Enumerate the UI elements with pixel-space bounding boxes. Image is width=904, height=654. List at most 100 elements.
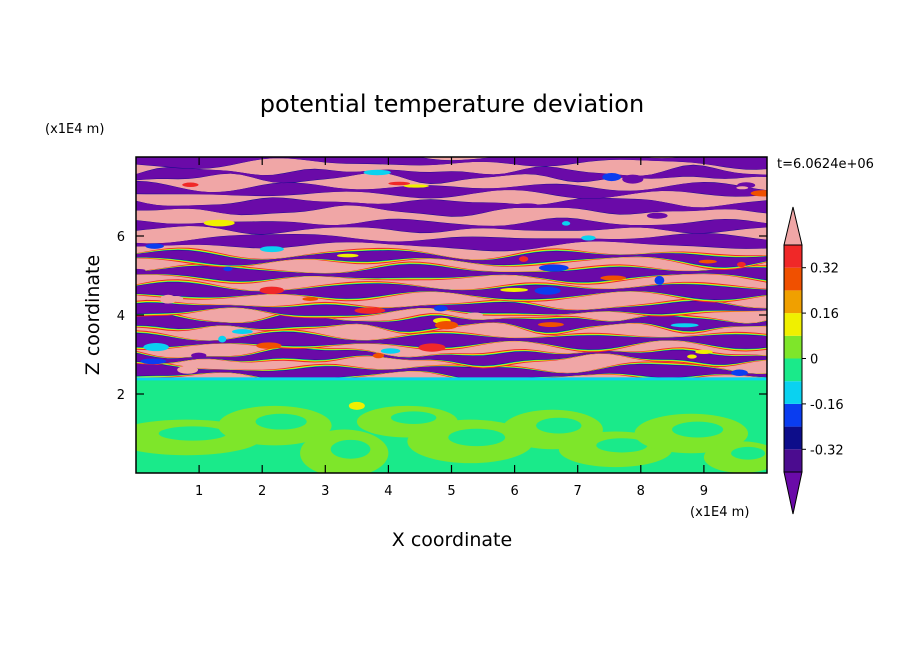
- field-purple-band: [136, 363, 767, 382]
- y-axis-label: Z coordinate: [82, 255, 104, 375]
- field-blob: [145, 243, 164, 249]
- colorbar-under-triangle: [783, 471, 803, 515]
- colorbar-segment: [784, 245, 802, 268]
- field-transition-edge: [136, 377, 767, 381]
- field-purple-band: [136, 197, 767, 217]
- field-blob: [140, 358, 167, 365]
- x-axis-label: X coordinate: [392, 529, 512, 551]
- time-label: t=6.0624e+06: [777, 157, 874, 172]
- field-blob: [538, 322, 564, 328]
- field-blob: [203, 219, 235, 227]
- field-blob: [160, 294, 177, 304]
- colorbar-segment: [784, 426, 802, 450]
- field-blob: [232, 329, 253, 335]
- field-layers: [136, 157, 767, 394]
- field-blob: [403, 184, 429, 188]
- y-axis: 2 4 6: [117, 230, 767, 403]
- x-tick-label: 6: [510, 484, 518, 499]
- field-blob: [698, 259, 717, 264]
- colorbar-segment: [784, 449, 802, 472]
- lower-field-swirl-core: [330, 439, 371, 459]
- field-purple-band: [136, 218, 767, 235]
- field-blob: [534, 286, 561, 295]
- field-blob: [136, 268, 146, 272]
- lower-field-spot: [348, 401, 365, 410]
- colorbar-over-triangle: [783, 206, 803, 246]
- y-tick-label: 2: [117, 388, 125, 403]
- field-blob: [433, 305, 448, 312]
- colorbar-tick-label: 0.16: [810, 307, 839, 322]
- field-blob: [500, 287, 529, 292]
- x-tick-label: 2: [258, 484, 266, 499]
- field-blob: [223, 266, 233, 272]
- field-blob: [731, 369, 748, 377]
- chart-title: potential temperature deviation: [260, 90, 644, 118]
- y-tick-label: 6: [117, 230, 125, 245]
- field-blob: [581, 235, 596, 241]
- field-blob: [687, 354, 697, 359]
- field-purple-band: [136, 250, 767, 268]
- lower-field-swirl-core: [731, 446, 766, 460]
- field-blob: [538, 264, 569, 272]
- x-tick-label: 3: [321, 484, 329, 499]
- field-purple-band: [136, 301, 767, 316]
- field-blob: [434, 321, 459, 330]
- field-blob: [418, 161, 443, 165]
- field-purple-band: [136, 165, 767, 184]
- field-blob: [336, 253, 359, 258]
- field-blob: [750, 190, 767, 197]
- field-blob: [670, 323, 699, 328]
- field-purple-band: [136, 282, 767, 300]
- field-blob: [177, 365, 199, 374]
- colorbar: 0.32 0.16 0 -0.16 -0.32: [783, 206, 844, 515]
- field-blob: [182, 182, 199, 188]
- colorbar-segment: [784, 403, 802, 427]
- field-blob: [602, 172, 622, 182]
- field-purple-band: [136, 348, 767, 366]
- field-blob: [191, 352, 207, 359]
- field-blob: [388, 181, 411, 186]
- field-blob: [256, 342, 282, 349]
- field-blob: [622, 174, 644, 184]
- x-axis: 1 2 3 4 5 6 7 8 9: [195, 157, 708, 499]
- field-purple-band: [136, 332, 767, 350]
- field-blob: [182, 158, 202, 168]
- field-blob: [695, 349, 713, 355]
- field-blob: [518, 256, 529, 262]
- colorbar-tick-label: -0.32: [810, 443, 844, 458]
- field-blob: [363, 169, 391, 176]
- colorbar-segment: [784, 290, 802, 314]
- field-blob: [654, 275, 665, 285]
- field-blob: [143, 343, 169, 352]
- x-tick-label: 8: [637, 484, 645, 499]
- x-tick-label: 7: [574, 484, 582, 499]
- colorbar-segment: [784, 313, 802, 336]
- field-blob: [561, 221, 571, 226]
- lower-field-swirl-core: [255, 413, 307, 430]
- field-blob: [466, 312, 483, 317]
- colorbar-segment: [784, 335, 802, 359]
- field-blob: [380, 348, 401, 354]
- field-blob: [600, 275, 627, 281]
- plot-area: [135, 156, 768, 474]
- field-blob: [418, 343, 446, 352]
- colorbar-tick-label: 0: [810, 353, 818, 368]
- x-tick-label: 4: [384, 484, 392, 499]
- lower-field-swirl-core: [672, 421, 724, 438]
- lower-field-swirl-core: [536, 417, 582, 434]
- lower-field-swirl-core: [596, 438, 648, 453]
- field-transition-band: [136, 377, 767, 394]
- y-unit-label: (x1E4 m): [45, 122, 104, 137]
- field-blob: [136, 306, 160, 310]
- field-blob: [737, 261, 746, 268]
- field-blob: [259, 286, 284, 295]
- field-blob: [259, 246, 284, 253]
- lower-field: [136, 393, 767, 473]
- lower-field-swirl-core: [448, 428, 506, 447]
- lower-field-swirl-core: [390, 411, 437, 425]
- x-tick-label: 9: [700, 484, 708, 499]
- field-blob: [646, 212, 668, 219]
- field-blob: [354, 307, 386, 314]
- field-purple-band: [136, 181, 767, 199]
